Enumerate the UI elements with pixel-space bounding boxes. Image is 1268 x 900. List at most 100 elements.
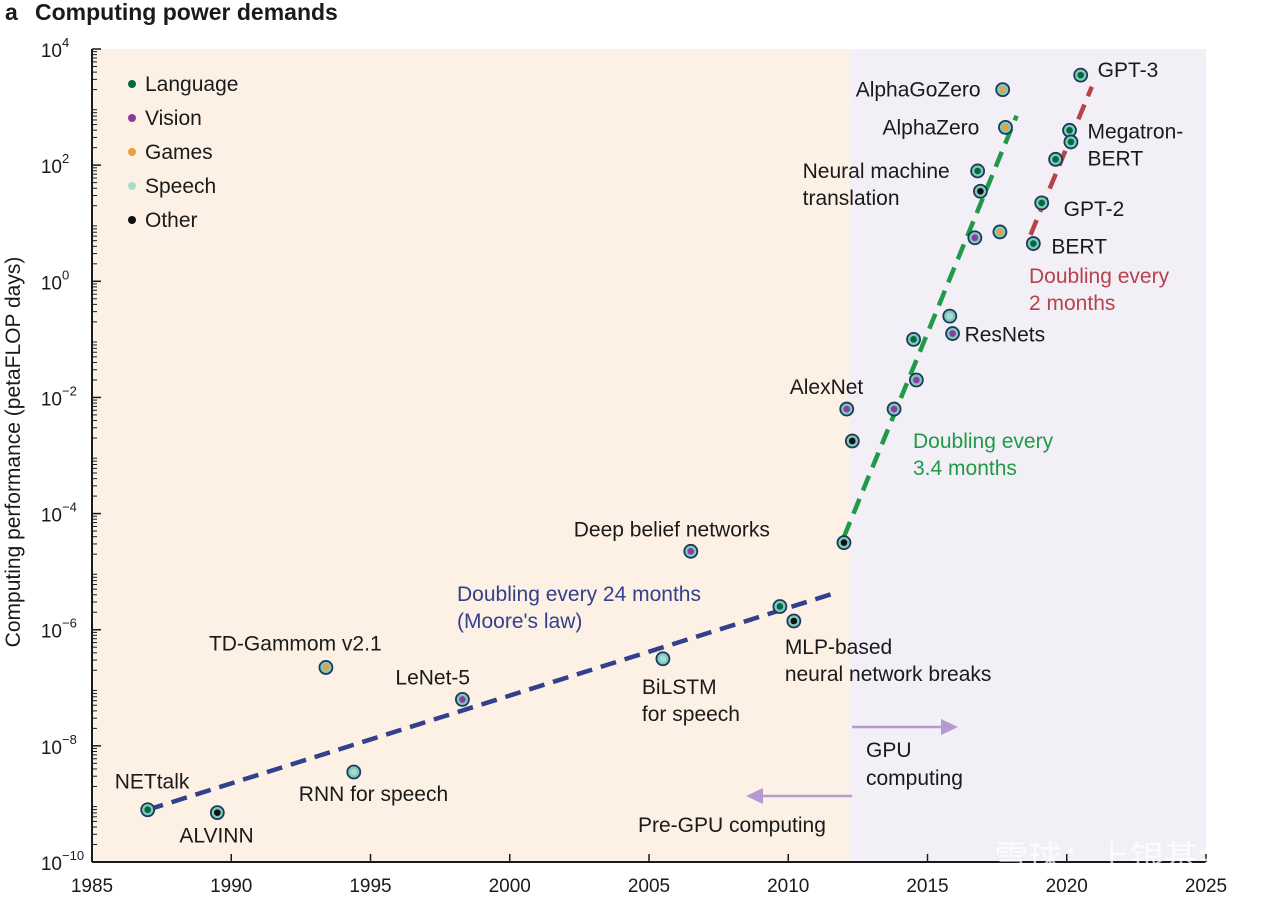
data-point <box>942 308 958 324</box>
data-point <box>655 651 671 667</box>
point-label: AlexNet <box>790 376 864 399</box>
x-tick-label: 2015 <box>906 876 948 897</box>
data-point-core <box>843 405 851 413</box>
y-tick-label-base: 10 <box>41 157 62 178</box>
point-label-text: AlphaZero <box>882 116 979 139</box>
data-point <box>1025 236 1041 251</box>
gpu-arrow-head <box>941 719 958 735</box>
data-point-core <box>1038 199 1045 207</box>
point-label-text: ResNets <box>965 324 1046 347</box>
point-label: Deep belief networks <box>574 518 770 541</box>
data-point <box>970 163 986 179</box>
point-label: Megatron- BERT <box>1088 120 1184 170</box>
legend-label: Games <box>145 141 213 164</box>
point-label: AlphaGoZero <box>856 79 981 102</box>
data-point <box>1048 151 1064 167</box>
y-tick-label-base: 10 <box>41 506 62 527</box>
point-label-text: NETtalk <box>115 771 190 794</box>
legend-label: Speech <box>145 175 216 198</box>
y-tick-label-base: 10 <box>41 738 62 759</box>
y-tick-label: 10 −6 <box>41 616 77 643</box>
legend-item-vision: Vision <box>128 107 202 130</box>
data-point-core <box>1067 138 1075 146</box>
data-point <box>772 599 788 614</box>
point-label: GPT-3 <box>1098 59 1159 82</box>
point-label-text: BiLSTM <box>642 676 717 699</box>
y-tick-label-base: 10 <box>41 41 62 62</box>
data-point <box>973 183 988 199</box>
point-label-text: BERT <box>1051 236 1107 259</box>
data-point-core <box>890 405 898 413</box>
data-point <box>346 764 362 780</box>
data-point-core <box>1066 127 1073 134</box>
data-point-core <box>350 768 358 776</box>
y-tick-label-base: 10 <box>41 622 62 643</box>
data-point-core <box>949 330 956 337</box>
point-label: BERT <box>1051 236 1107 259</box>
point-label-text: TD-Gammom v2.1 <box>209 632 382 655</box>
gpu-label-line: computing <box>866 767 963 790</box>
legend-label: Other <box>145 209 198 232</box>
point-labels: NETtalk ALVINN RNN for speech TD-Gammom v2.… <box>115 59 1184 848</box>
x-tick-label: 2020 <box>1046 876 1088 897</box>
x-tick-label: 1990 <box>210 876 252 897</box>
point-label-text: BERT <box>1088 147 1144 170</box>
data-point-core <box>910 336 917 343</box>
y-tick-label: 10 4 <box>41 35 69 62</box>
data-point-core <box>1052 156 1059 163</box>
data-point <box>886 401 902 417</box>
gpu-annotations: GPU computing Pre-GPU computing <box>638 719 963 837</box>
point-label: GPT-2 <box>1064 198 1125 221</box>
data-point <box>945 326 960 341</box>
trend-label-line: Doubling every <box>913 430 1054 453</box>
data-point <box>908 372 924 388</box>
point-label-text: RNN for speech <box>299 783 448 806</box>
legend-label: Language <box>145 73 238 96</box>
y-tick-label-exponent: −4 <box>62 500 77 515</box>
legend-item-speech: Speech <box>128 175 216 198</box>
y-tick-label: 10 −10 <box>41 848 84 875</box>
data-point-core <box>977 187 984 195</box>
data-point <box>836 535 852 551</box>
y-tick-label: 10 2 <box>41 151 69 178</box>
y-tick-label-exponent: 0 <box>62 267 69 282</box>
point-label: LeNet-5 <box>395 666 470 689</box>
data-point <box>455 692 470 707</box>
point-label: MLP-based neural network breaks <box>785 636 992 686</box>
trend-label-line: 2 months <box>1029 292 1115 315</box>
data-point <box>998 119 1013 135</box>
data-point-core <box>459 696 466 703</box>
trend-label-line: (Moore's law) <box>457 610 582 633</box>
legend-label: Vision <box>145 107 202 130</box>
trend-line-0 <box>147 589 840 812</box>
chart-title: Computing power demands <box>35 0 338 25</box>
y-tick-label: 10 −8 <box>41 732 77 759</box>
trend-label-line: 3.4 months <box>913 457 1017 480</box>
point-label-text: ALVINN <box>179 825 253 848</box>
data-point <box>1034 195 1050 211</box>
point-label-text: Deep belief networks <box>574 518 770 541</box>
point-label-text: AlphaGoZero <box>856 79 981 102</box>
legend-swatch <box>128 148 136 156</box>
data-point <box>1073 67 1089 83</box>
x-tick-label: 2000 <box>489 876 531 897</box>
point-label-text: translation <box>803 187 900 210</box>
y-tick-label: 10 −4 <box>41 500 77 527</box>
data-point <box>906 331 921 347</box>
data-point <box>967 230 983 246</box>
trend-line-1 <box>841 114 1019 538</box>
y-tick-label-exponent: 2 <box>62 151 69 166</box>
data-point-core <box>849 437 856 445</box>
trend-label-2: Doubling every 2 months <box>1029 265 1170 315</box>
point-label-text: Megatron- <box>1088 120 1184 143</box>
data-point-core <box>214 809 221 816</box>
legend-item-language: Language <box>128 73 238 96</box>
region-pre-gpu <box>92 49 850 862</box>
point-label: BiLSTM for speech <box>642 676 740 726</box>
legend-swatch <box>128 182 136 190</box>
pregpu-arrow-head <box>746 788 763 804</box>
data-point-core <box>790 617 798 625</box>
legend-item-games: Games <box>128 141 213 164</box>
